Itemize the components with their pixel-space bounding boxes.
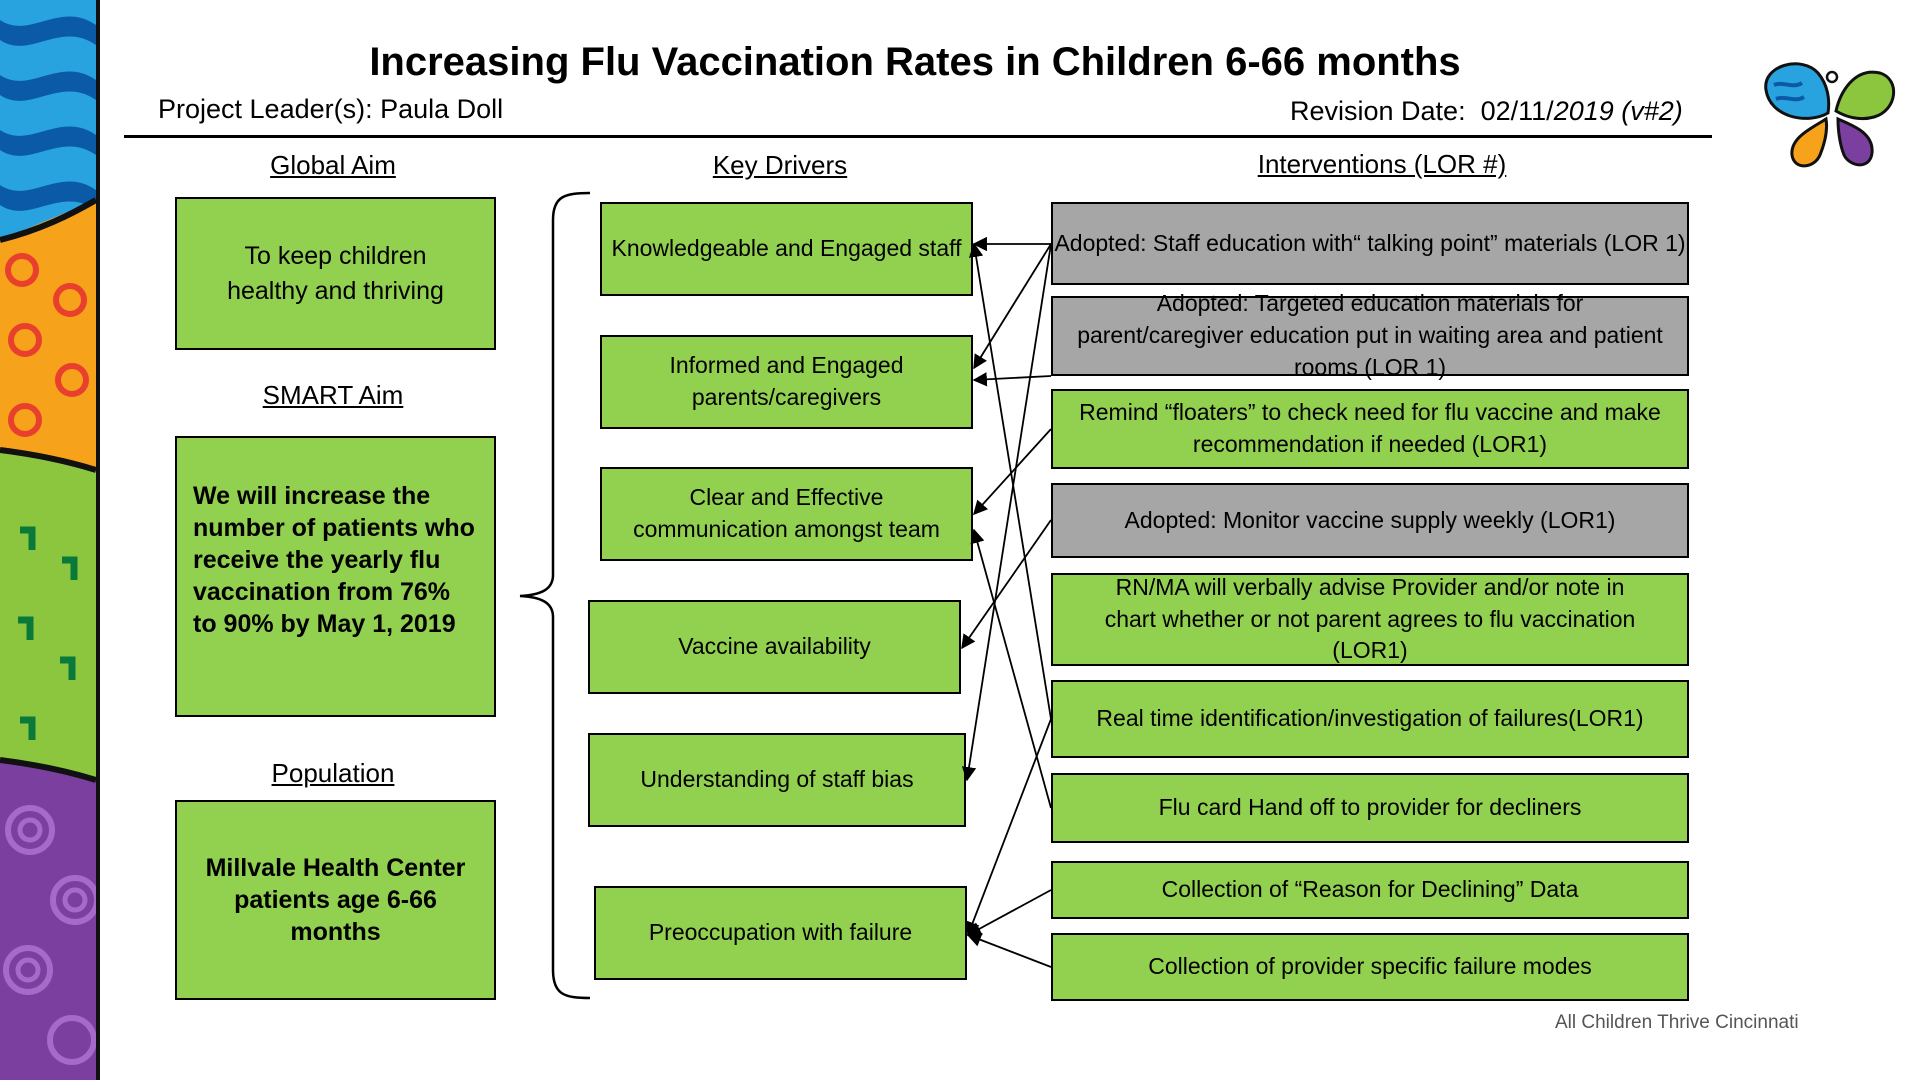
intervention-label: Collection of “Reason for Declining” Dat… — [1161, 876, 1579, 903]
intervention-label: Flu card Hand off to provider for declin… — [1158, 794, 1582, 821]
revision-version: (v#2) — [1621, 96, 1683, 126]
connector-arrow — [961, 243, 1052, 782]
connector-arrow — [965, 718, 1052, 937]
driver-label: Understanding of staff bias — [640, 766, 914, 793]
driver-box: Knowledgeable and Engaged staff — [600, 202, 973, 296]
driver-label: Vaccine availability — [678, 633, 871, 660]
connector-arrow — [972, 372, 1052, 387]
revision-year: 2019 — [1553, 96, 1614, 126]
connector-arrow — [973, 243, 1052, 370]
revision-date-value: 02/11/ — [1480, 96, 1554, 126]
population-text: Millvale Health Center patients age 6-66… — [205, 854, 466, 946]
intervention-box: Collection of “Reason for Declining” Dat… — [1051, 861, 1689, 919]
intervention-box: RN/MA will verbally advise Provider and/… — [1051, 573, 1689, 666]
driver-label: Clear and Effective communication amongs… — [633, 484, 940, 542]
connector-arrow — [961, 519, 1052, 650]
intervention-label: Adopted: Staff education with“ talking p… — [1054, 229, 1686, 256]
header-divider — [124, 135, 1712, 138]
curly-brace — [519, 191, 591, 1000]
intervention-label: Collection of provider specific failure … — [1148, 953, 1592, 980]
smart-aim-box: We will increase the number of patients … — [175, 436, 496, 717]
project-leader: Project Leader(s): Paula Doll — [158, 94, 504, 124]
intervention-label: Adopted: Monitor vaccine supply weekly (… — [1124, 506, 1616, 533]
intervention-box: Adopted: Monitor vaccine supply weekly (… — [1051, 483, 1689, 558]
driver-box: Informed and Engaged parents/caregivers — [600, 335, 973, 429]
decorative-side-stripe — [0, 0, 100, 1080]
intervention-box: Remind “floaters” to check need for flu … — [1051, 389, 1689, 469]
connector-arrow — [966, 889, 1052, 936]
driver-label: Preoccupation with failure — [648, 919, 913, 946]
driver-box: Preoccupation with failure — [594, 886, 967, 980]
intervention-box: Adopted: Staff education with“ talking p… — [1051, 202, 1689, 285]
revision-date: Revision Date: 02/11/2019 (v#2) — [1290, 96, 1683, 127]
driver-label: Knowledgeable and Engaged staff — [611, 235, 962, 262]
intervention-label: RN/MA will verbally advise Provider and/… — [1104, 573, 1636, 664]
header-key-drivers: Key Drivers — [712, 150, 848, 180]
global-aim-text: To keep children healthy and thriving — [227, 242, 444, 305]
connector-arrow — [968, 242, 1052, 720]
connector-arrow — [970, 528, 1052, 809]
intervention-label: Remind “floaters” to check need for flu … — [1079, 399, 1661, 457]
connector-arrow — [973, 428, 1052, 516]
footer-credit: All Children Thrive Cincinnati — [1555, 1012, 1799, 1033]
driver-box: Understanding of staff bias — [588, 733, 966, 827]
connector-arrow — [966, 932, 1052, 968]
driver-box: Vaccine availability — [588, 600, 961, 694]
global-aim-box: To keep children healthy and thriving — [175, 197, 496, 350]
page-title: Increasing Flu Vaccination Rates in Chil… — [369, 40, 1461, 84]
intervention-label: Adopted: Targeted education materials fo… — [1077, 290, 1663, 380]
intervention-box: Flu card Hand off to provider for declin… — [1051, 773, 1689, 843]
intervention-box: Collection of provider specific failure … — [1051, 933, 1689, 1001]
intervention-box: Real time identification/investigation o… — [1051, 680, 1689, 758]
smart-aim-text: We will increase the number of patients … — [193, 482, 475, 638]
intervention-label: Real time identification/investigation o… — [1096, 705, 1644, 732]
header-smart-aim: SMART Aim — [262, 380, 404, 410]
driver-box: Clear and Effective communication amongs… — [600, 467, 973, 561]
revision-label: Revision Date: — [1290, 96, 1466, 126]
driver-label: Informed and Engaged parents/caregivers — [669, 352, 904, 410]
butterfly-logo-icon — [1764, 62, 1896, 168]
population-box: Millvale Health Center patients age 6-66… — [175, 800, 496, 1000]
header-global-aim: Global Aim — [270, 150, 396, 180]
intervention-box: Adopted: Targeted education materials fo… — [1051, 290, 1689, 380]
header-interventions: Interventions (LOR #) — [1257, 149, 1507, 179]
header-population: Population — [271, 758, 395, 788]
